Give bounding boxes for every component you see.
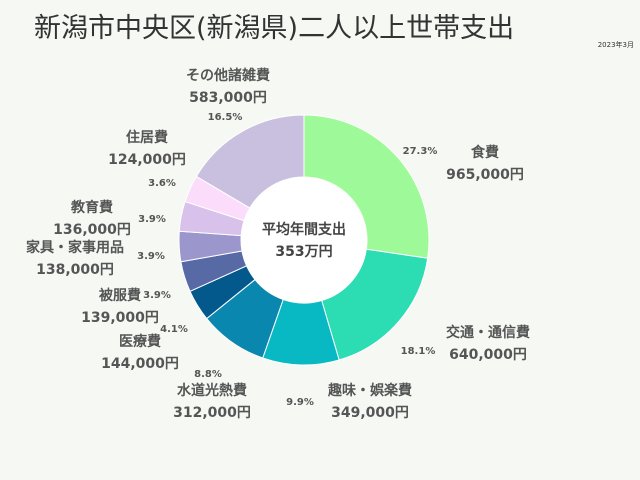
slice-amount-3: 349,000円 — [331, 405, 409, 421]
slice-amount-7: 138,000円 — [36, 262, 114, 278]
chart-title: 新潟市中央区(新潟県)二人以上世帯支出 — [34, 13, 515, 44]
slice-10 — [195, 114, 305, 209]
slice-label-6: 被服費 — [99, 287, 141, 304]
slice-percent-6: 3.9% — [143, 290, 171, 301]
slice-amount-6: 139,000円 — [81, 310, 159, 326]
chart-date: 2023年3月 — [597, 41, 634, 49]
slice-label-1: 食費 — [471, 144, 499, 161]
slice-percent-9: 3.6% — [148, 178, 176, 189]
slice-label-9: 住居費 — [126, 129, 168, 146]
slice-percent-4: 8.8% — [194, 369, 222, 380]
slice-label-4: 水道光熱費 — [177, 382, 247, 399]
slice-label-7: 家具・家事用品 — [26, 239, 124, 256]
slice-percent-10: 16.5% — [208, 112, 243, 123]
slice-amount-10: 583,000円 — [189, 90, 267, 106]
center-value: 353万円 — [275, 244, 332, 260]
slice-percent-1: 27.3% — [403, 146, 438, 157]
slice-label-5: 医療費 — [119, 333, 161, 350]
slice-amount-9: 124,000円 — [108, 152, 186, 168]
center-label: 平均年間支出 — [262, 221, 346, 238]
slice-amount-2: 640,000円 — [449, 347, 527, 363]
slice-label-2: 交通・通信費 — [446, 324, 530, 341]
slice-label-3: 趣味・娯楽費 — [327, 382, 412, 399]
slice-amount-5: 144,000円 — [101, 356, 179, 372]
slice-percent-3: 9.9% — [286, 397, 314, 408]
slice-percent-7: 3.9% — [137, 251, 165, 262]
slice-label-10: その他諸雑費 — [186, 67, 270, 84]
slice-amount-8: 136,000円 — [53, 222, 131, 238]
slice-amount-1: 965,000円 — [446, 167, 524, 183]
slice-percent-2: 18.1% — [401, 346, 436, 357]
slice-label-8: 教育費 — [71, 199, 113, 216]
slice-percent-8: 3.9% — [138, 214, 166, 225]
donut-hole — [241, 177, 367, 303]
slice-percent-5: 4.1% — [160, 324, 188, 335]
slice-amount-4: 312,000円 — [173, 405, 251, 421]
